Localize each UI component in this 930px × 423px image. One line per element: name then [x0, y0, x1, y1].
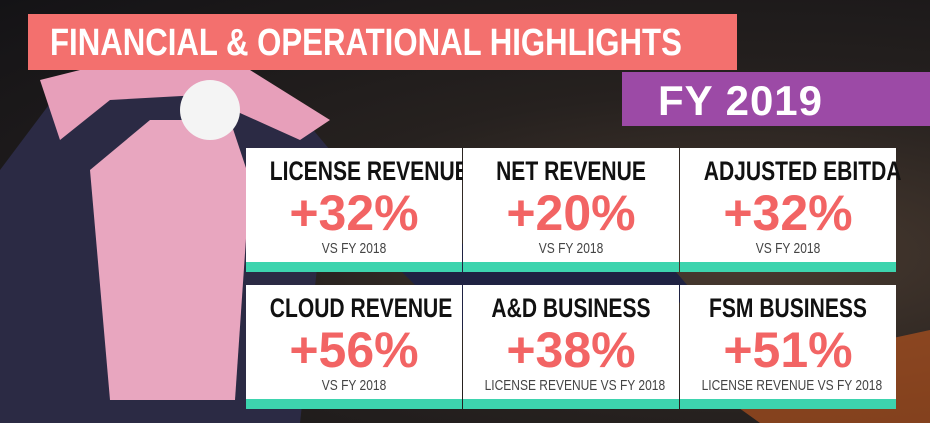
title: FINANCIAL & OPERATIONAL HIGHLIGHTS: [50, 22, 682, 64]
card-value: +20%: [506, 185, 636, 241]
card-note: VS FY 2018: [755, 240, 821, 257]
card-note: VS FY 2018: [538, 240, 604, 257]
card-title: LICENSE REVENUE: [269, 156, 469, 186]
card-title: ADJUSTED EBITDA: [703, 156, 902, 186]
title-banner: FINANCIAL & OPERATIONAL HIGHLIGHTS: [28, 14, 737, 70]
kpi-card: ADJUSTED EBITDA +32% VS FY 2018: [680, 148, 902, 272]
card-note: LICENSE REVENUE VS FY 2018: [701, 377, 883, 394]
card-note: VS FY 2018: [321, 240, 387, 257]
card-value: +38%: [506, 322, 636, 378]
kpi-card: FSM BUSINESS +51% LICENSE REVENUE VS FY 20…: [680, 285, 896, 409]
card-note: LICENSE REVENUE VS FY 2018: [484, 377, 666, 394]
card-value: +56%: [289, 322, 419, 378]
card-title: NET REVENUE: [496, 156, 646, 186]
helmet: [180, 80, 240, 140]
kpi-card: A&D BUSINESS +38% LICENSE REVENUE VS FY 20…: [463, 285, 679, 409]
card-value: +32%: [289, 185, 419, 241]
card-title: CLOUD REVENUE: [269, 293, 453, 323]
kpi-card: LICENSE REVENUE +32% VS FY 2018: [246, 148, 469, 272]
card-title: A&D BUSINESS: [491, 293, 651, 323]
card-title: FSM BUSINESS: [709, 293, 867, 323]
subtitle-banner: FY 2019: [622, 72, 930, 126]
kpi-card: CLOUD REVENUE +56% VS FY 2018: [246, 285, 462, 409]
halo: [40, 60, 330, 140]
subtitle: FY 2019: [658, 77, 824, 124]
card-note: VS FY 2018: [321, 377, 387, 394]
card-value: +32%: [723, 185, 853, 241]
car-nose: [90, 120, 250, 400]
card-value: +51%: [723, 322, 853, 378]
kpi-card: NET REVENUE +20% VS FY 2018: [463, 148, 679, 272]
